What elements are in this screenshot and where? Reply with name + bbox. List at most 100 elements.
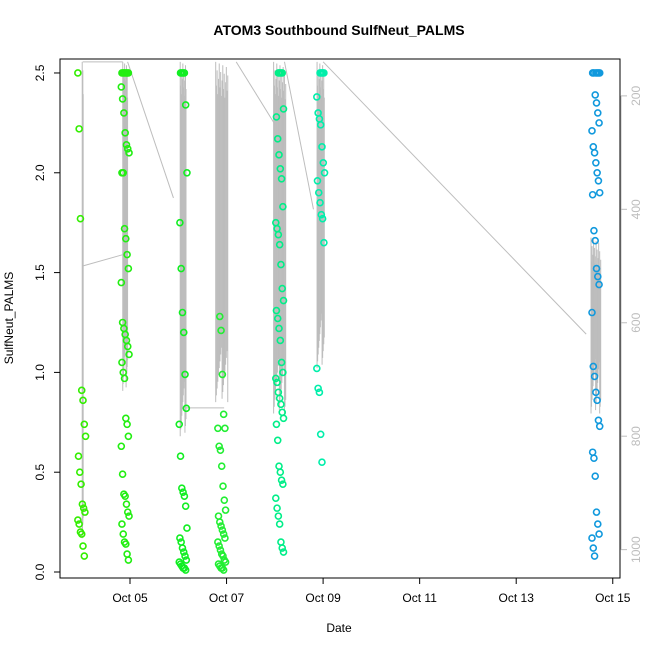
data-point — [119, 168, 128, 177]
data-point — [278, 544, 287, 552]
data-point — [588, 190, 597, 199]
x-tick-label: Oct 11 — [402, 591, 437, 605]
data-point — [277, 476, 286, 484]
data-point — [593, 109, 602, 117]
data-point — [124, 69, 133, 77]
data-point — [118, 95, 127, 103]
data-point — [216, 546, 225, 554]
data-point — [318, 458, 326, 467]
data-point — [122, 234, 130, 243]
data-point — [123, 250, 131, 259]
data-point — [181, 552, 189, 560]
data-point — [276, 164, 285, 173]
data-point — [81, 432, 90, 441]
data-point — [80, 420, 89, 429]
data-point — [122, 141, 131, 149]
data-point — [279, 296, 288, 305]
data-point — [279, 414, 288, 423]
data-point — [592, 508, 601, 516]
data-point — [279, 105, 288, 113]
data-point — [274, 230, 283, 239]
data-point — [595, 119, 603, 127]
data-point — [78, 500, 87, 508]
data-point — [179, 548, 188, 556]
data-point — [273, 504, 281, 512]
data-point — [590, 454, 598, 463]
data-point — [217, 522, 225, 530]
data-point — [74, 516, 82, 524]
data-point — [593, 168, 601, 177]
data-point — [219, 552, 227, 560]
data-point — [215, 542, 223, 550]
data-point — [277, 400, 285, 409]
data-point — [75, 468, 84, 477]
data-point — [276, 336, 285, 345]
trace-segment — [283, 61, 314, 210]
y-tick-label: 2.0 — [33, 164, 47, 181]
data-point — [74, 69, 82, 77]
data-point — [589, 544, 598, 552]
x-tick-label: Oct 13 — [499, 591, 535, 605]
data-point — [177, 264, 185, 273]
data-point — [179, 488, 187, 496]
y-tick-label: 1.5 — [33, 264, 47, 281]
data-point — [125, 350, 133, 359]
data-point — [593, 272, 602, 281]
data-point — [275, 520, 284, 528]
trace-segment — [82, 254, 123, 267]
data-point — [314, 384, 322, 393]
data-point — [77, 386, 86, 395]
data-point — [316, 430, 325, 439]
data-point — [591, 91, 600, 99]
data-point — [79, 542, 87, 550]
data-point — [314, 188, 323, 197]
data-point — [320, 238, 328, 247]
data-point — [180, 492, 189, 500]
data-point — [125, 512, 133, 520]
altitude-trace — [81, 61, 602, 539]
data-point — [119, 530, 128, 538]
secondary-y-tick-label: 200 — [629, 86, 643, 106]
data-point — [120, 374, 129, 383]
data-point — [214, 424, 222, 433]
y-tick-label: 1.0 — [33, 364, 47, 381]
data-point — [592, 99, 601, 107]
data-point — [319, 159, 328, 167]
data-point — [215, 518, 224, 526]
data-point — [276, 468, 285, 477]
data-point — [178, 308, 187, 317]
data-point — [590, 372, 599, 381]
data-point — [273, 314, 282, 323]
data-point — [277, 260, 285, 269]
data-point — [273, 378, 281, 387]
data-point — [121, 492, 129, 500]
data-point — [590, 149, 599, 157]
data-point — [219, 410, 228, 419]
data-point — [274, 512, 283, 520]
y-axis-label: SulfNeut_PALMS — [2, 272, 16, 365]
data-point — [219, 566, 228, 574]
data-point — [595, 280, 603, 289]
data-point — [217, 462, 226, 471]
data-point — [121, 129, 129, 137]
data-point — [120, 224, 129, 233]
data-point — [118, 470, 127, 479]
data-point — [175, 420, 184, 429]
secondary-y-tick-label: 800 — [629, 426, 643, 446]
x-tick-label: Oct 15 — [595, 591, 631, 605]
data-point — [279, 480, 287, 488]
data-point — [590, 226, 598, 235]
data-point — [176, 218, 184, 227]
data-point — [178, 544, 187, 552]
data-point — [278, 284, 287, 293]
data-point — [313, 176, 322, 185]
data-point — [75, 125, 83, 133]
x-tick-label: Oct 07 — [209, 591, 245, 605]
trace-segment — [235, 61, 276, 125]
data-point — [74, 452, 83, 461]
data-point — [76, 214, 85, 223]
secondary-y-tick-label: 1000 — [629, 536, 643, 563]
data-point — [589, 362, 598, 371]
data-point — [123, 145, 132, 153]
data-point — [590, 69, 598, 77]
